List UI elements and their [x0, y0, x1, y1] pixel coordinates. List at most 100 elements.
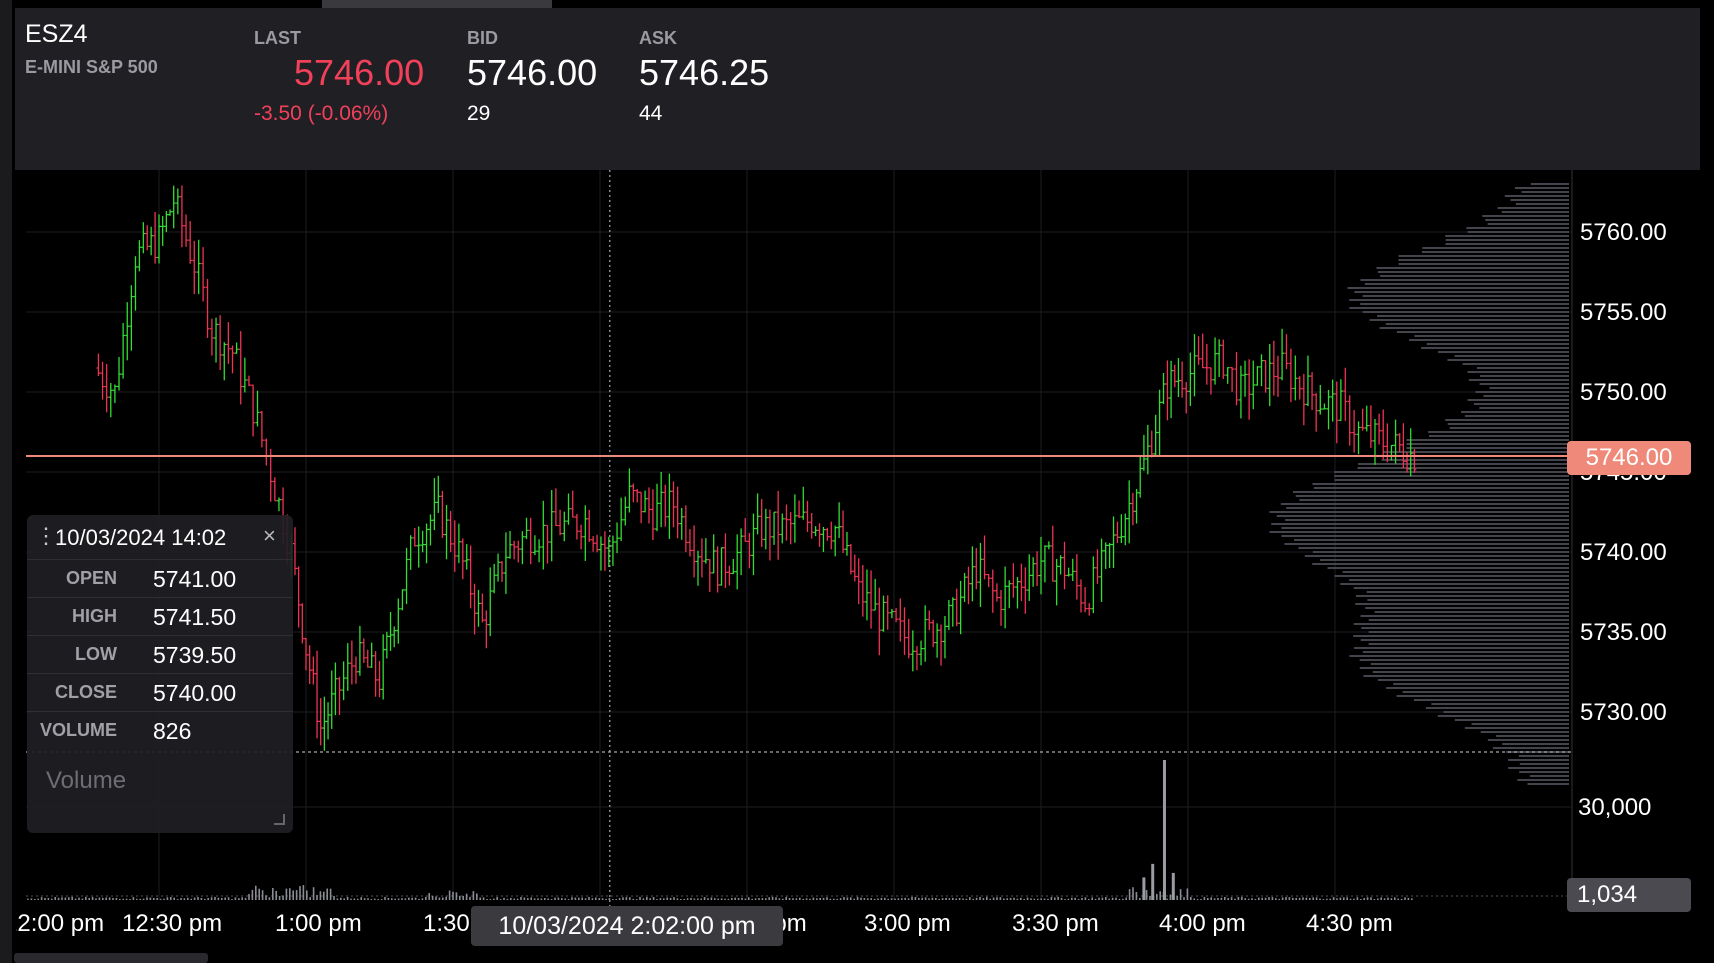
ohlc-bar: [1091, 556, 1096, 614]
ohlc-bar: [1318, 384, 1323, 415]
ohlc-bar: [986, 573, 991, 588]
ohlc-bar: [337, 676, 342, 716]
ohlc-bar: [1360, 408, 1365, 431]
ohlc-bar: [602, 531, 607, 571]
resize-handle-icon[interactable]: [274, 814, 285, 825]
ohlc-bar: [877, 587, 882, 656]
ohlc-bar: [1305, 355, 1310, 407]
bid-size: 29: [467, 102, 491, 125]
volume-study-label[interactable]: Volume: [46, 767, 127, 794]
scrollbar-thumb[interactable]: [14, 953, 208, 963]
ohlc-bar: [100, 361, 105, 400]
ohlc-value: 826: [153, 718, 192, 744]
ohlc-bar: [160, 216, 165, 246]
ohlc-key: CLOSE: [54, 682, 117, 702]
ohlc-bar: [175, 188, 180, 215]
ohlc-bar: [1234, 351, 1239, 406]
ohlc-bar: [1031, 557, 1036, 587]
close-icon[interactable]: ×: [263, 523, 276, 548]
ohlc-bar: [329, 670, 334, 729]
symbol[interactable]: ESZ4: [25, 20, 88, 48]
ohlc-bar: [958, 580, 963, 635]
ohlc-bar: [300, 603, 305, 644]
ohlc-datetime: 10/03/2024 14:02: [55, 525, 227, 550]
price-tick: 5730.00: [1580, 699, 1667, 726]
quote-bar: ESZ4 E-MINI S&P 500 LAST 5746.00 -3.50 (…: [15, 8, 1700, 170]
ohlc-bar: [145, 225, 150, 251]
ohlc-bar: [448, 511, 453, 553]
ohlc-bar: [755, 493, 760, 535]
ohlc-bar: [365, 649, 370, 668]
ohlc-bar: [619, 497, 624, 541]
ohlc-bar: [345, 643, 350, 691]
ohlc-bar: [579, 524, 584, 550]
ohlc-bar: [1188, 352, 1193, 407]
ohlc-bar: [392, 626, 397, 648]
ask-size: 44: [639, 102, 663, 125]
ohlc-bar: [416, 526, 421, 568]
ohlc-bar: [935, 623, 940, 658]
ohlc-bar: [562, 511, 567, 542]
ohlc-bar: [994, 583, 999, 602]
ohlc-bar: [1326, 389, 1331, 430]
ohlc-bar: [946, 599, 951, 631]
ohlc-bar: [432, 478, 437, 531]
top-tab-indicator[interactable]: [322, 0, 552, 8]
ohlc-bar: [1157, 389, 1162, 457]
ohlc-bar: [373, 651, 378, 697]
ohlc-bar: [841, 510, 846, 554]
ohlc-bar: [902, 607, 907, 655]
ohlc-bar: [1213, 337, 1218, 385]
bid-label: BID: [467, 28, 498, 48]
ohlc-bar: [1284, 334, 1289, 370]
ohlc-bar: [727, 565, 732, 586]
ohlc-bar: [496, 553, 501, 582]
ohlc-bar: [168, 209, 173, 216]
ohlc-bar: [255, 390, 260, 427]
ohlc-bar: [844, 531, 849, 556]
ohlc-bar: [829, 521, 834, 550]
ohlc-bar: [889, 609, 894, 619]
ohlc-bar: [553, 488, 558, 527]
ohlc-bar: [476, 589, 481, 627]
ohlc-bar: [767, 509, 772, 561]
ohlc-bar: [869, 570, 874, 629]
ohlc-bar: [833, 525, 838, 557]
ohlc-bar: [692, 525, 697, 578]
ohlc-bar: [1145, 424, 1150, 475]
ohlc-bar: [234, 342, 239, 354]
ohlc-bar: [1070, 558, 1075, 581]
volume-profile: [1269, 183, 1569, 785]
ohlc-bar: [627, 468, 632, 513]
ohlc-bar: [218, 315, 223, 370]
ohlc-bar: [226, 322, 231, 364]
ohlc-bar: [982, 535, 987, 580]
ohlc-bar: [164, 211, 169, 233]
ohlc-bar: [412, 527, 417, 547]
drag-handle-icon[interactable]: ⋮: [35, 523, 57, 548]
ohlc-bar: [1322, 403, 1327, 410]
ohlc-header[interactable]: ⋮ 10/03/2024 14:02 ×: [27, 515, 293, 559]
ohlc-bar: [326, 702, 331, 740]
ohlc-bar: [587, 509, 592, 542]
ohlc-bar: [635, 488, 640, 503]
ohlc-bar: [1200, 333, 1205, 369]
ohlc-bar: [650, 489, 655, 540]
ohlc-bar: [1275, 355, 1280, 397]
ohlc-bar: [192, 240, 197, 295]
ohlc-bar: [711, 534, 716, 574]
ohlc-bar: [209, 318, 214, 356]
ohlc-bar: [1247, 359, 1252, 420]
time-tick: 3:30 pm: [1012, 910, 1099, 937]
ohlc-bar: [663, 484, 668, 527]
ohlc-bar: [954, 588, 959, 627]
ohlc-bar: [970, 546, 975, 602]
ohlc-value: 5739.50: [153, 642, 237, 668]
ohlc-bar: [377, 660, 382, 698]
last-label: LAST: [254, 28, 301, 48]
ohlc-bar: [974, 547, 979, 590]
ohlc-data-window[interactable]: ⋮ 10/03/2024 14:02 × OPEN 5741.00 HIGH 5…: [27, 515, 293, 833]
ohlc-bar: [1310, 372, 1315, 411]
ohlc-bar: [809, 513, 814, 539]
